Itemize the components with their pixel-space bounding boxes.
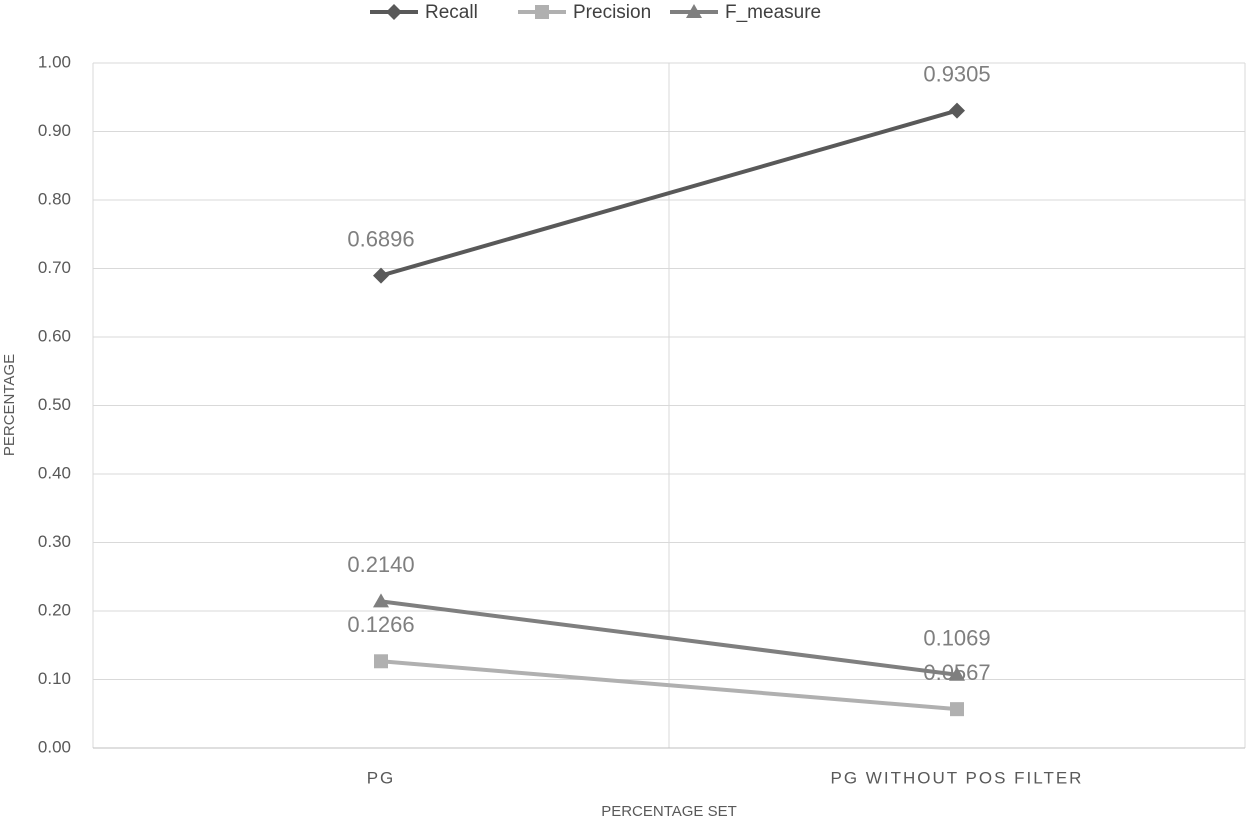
legend-marker [686,4,702,18]
y-tick-label: 0.70 [38,258,71,277]
data-label: 0.6896 [347,226,414,251]
y-tick-label: 0.00 [38,737,71,756]
x-tick-label: PG [367,768,396,787]
y-tick-label: 0.50 [38,395,71,414]
marker [374,654,388,669]
legend-label: F_measure [725,2,821,23]
marker [373,593,389,608]
y-tick-label: 1.00 [38,52,71,71]
y-tick-label: 0.80 [38,189,71,208]
y-tick-label: 0.60 [38,326,71,345]
marker [949,666,965,681]
data-label: 0.1266 [347,612,414,637]
legend-label: Recall [425,2,478,23]
y-tick-label: 0.90 [38,121,71,140]
y-tick-label: 0.20 [38,600,71,619]
series-line [380,599,958,677]
data-label: 0.2140 [347,552,414,577]
series-line [380,659,958,712]
marker [950,702,964,717]
marker [949,102,965,119]
y-tick-label: 0.30 [38,532,71,551]
legend-marker [535,5,549,19]
x-tick-label: PG WITHOUT POS FILTER [831,768,1084,787]
marker [373,267,389,284]
y-axis-title: PERCENTAGE [1,354,18,456]
data-label: 0.1069 [923,626,990,651]
y-tick-label: 0.40 [38,463,71,482]
data-label: 0.9305 [923,61,990,86]
legend-marker [386,4,402,20]
y-tick-label: 0.10 [38,669,71,688]
series-line [380,108,958,278]
legend-label: Precision [573,2,651,23]
x-axis-title: PERCENTAGE SET [601,803,737,820]
